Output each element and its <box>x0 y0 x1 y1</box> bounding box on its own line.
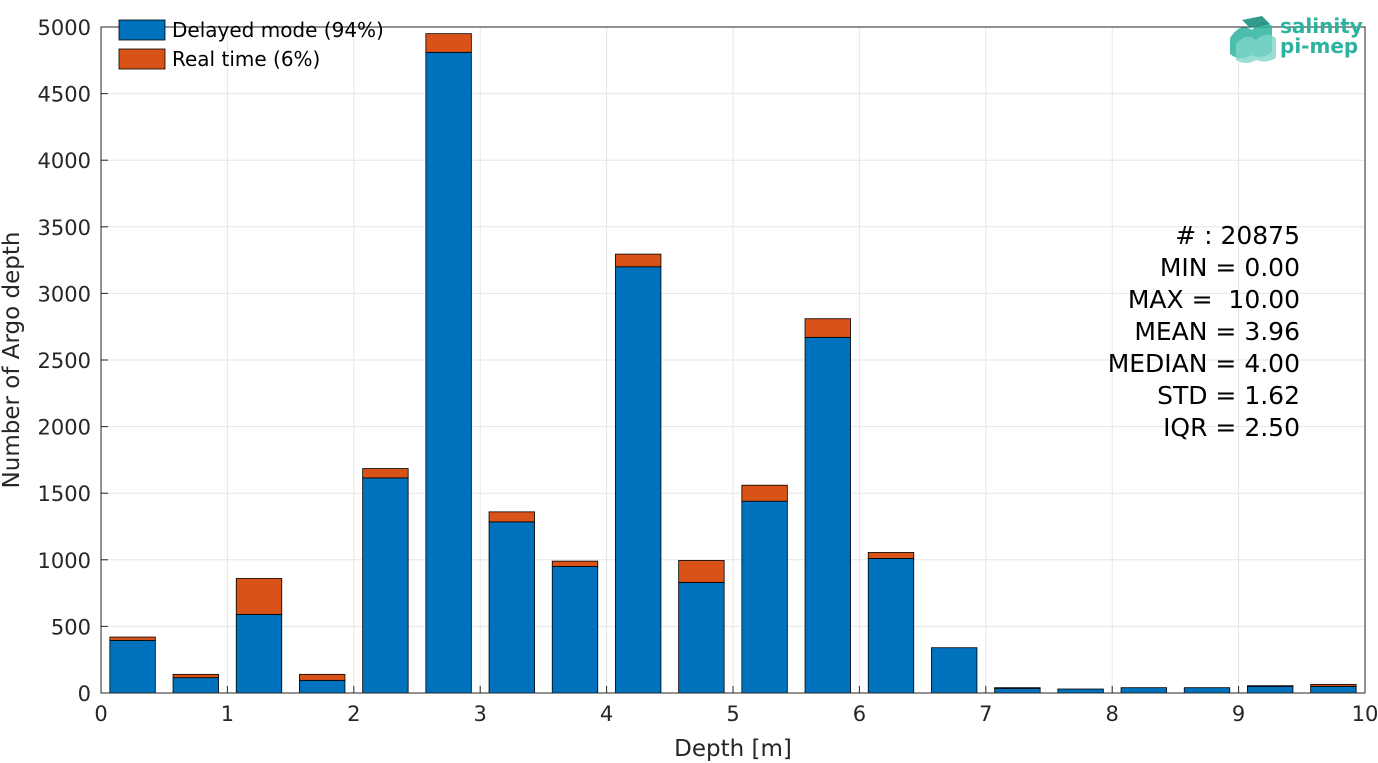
bar-delayed-mode <box>299 679 346 694</box>
bar-real-time <box>299 673 346 681</box>
bar-real-time <box>1247 685 1294 687</box>
logo-text-salinity: salinity <box>1280 14 1363 38</box>
legend-swatch-delayed <box>118 19 166 41</box>
x-tick-label: 2 <box>347 702 360 726</box>
bar-delayed-mode <box>551 566 599 694</box>
bar-delayed-mode <box>804 336 851 694</box>
bar-delayed-mode <box>1310 685 1357 694</box>
y-tick-label: 1500 <box>38 482 91 506</box>
bar-delayed-mode <box>931 647 978 694</box>
y-tick-label: 1000 <box>38 549 91 573</box>
bar-real-time <box>741 484 788 502</box>
y-tick-label: 3000 <box>38 282 91 306</box>
bar-real-time <box>804 318 851 338</box>
x-tick-label: 1 <box>221 702 234 726</box>
x-tick-label: 4 <box>600 702 613 726</box>
salinity-pimep-logo: salinity pi-mep <box>1230 14 1363 63</box>
bar-real-time <box>362 468 409 479</box>
bar-real-time <box>867 552 915 559</box>
bar-delayed-mode <box>741 500 788 694</box>
bar-real-time <box>615 253 662 268</box>
y-tick-label: 4500 <box>38 83 91 107</box>
x-axis-label: Depth [m] <box>674 736 792 762</box>
bar-delayed-mode <box>1057 688 1104 694</box>
legend-label-realtime: Real time (6%) <box>172 47 320 71</box>
bar-delayed-mode <box>425 51 472 694</box>
bar-real-time <box>488 511 535 523</box>
logo-text-pimep: pi-mep <box>1280 34 1358 58</box>
bar-real-time <box>235 578 283 615</box>
x-tick-label: 10 <box>1352 702 1378 726</box>
x-tick-label: 0 <box>94 702 107 726</box>
bar-delayed-mode <box>235 614 283 694</box>
legend-swatch-realtime <box>118 48 166 70</box>
legend: Delayed mode (94%) Real time (6%) <box>118 18 384 71</box>
bar-real-time <box>678 560 725 583</box>
stat-line: MAX = 10.00 <box>1128 285 1300 314</box>
bar-delayed-mode <box>615 266 662 694</box>
bar-delayed-mode <box>1247 685 1294 694</box>
bar-delayed-mode <box>172 677 219 694</box>
bar-delayed-mode <box>1120 687 1167 694</box>
y-axis-label: Number of Argo depth <box>0 232 25 489</box>
bar-delayed-mode <box>867 558 915 694</box>
legend-label-delayed: Delayed mode (94%) <box>172 18 384 42</box>
bar-delayed-mode <box>994 687 1041 694</box>
bar-real-time <box>425 33 472 53</box>
stat-line: IQR = 2.50 <box>1163 413 1300 442</box>
bar-real-time <box>994 687 1041 689</box>
bar-real-time <box>1310 683 1357 687</box>
x-tick-label: 3 <box>474 702 487 726</box>
bar-real-time <box>109 636 156 641</box>
stats-box: # : 20875 MIN = 0.00 MAX = 10.00 MEAN = 3.9… <box>1108 221 1300 442</box>
bar-delayed-mode <box>109 639 156 694</box>
x-tick-label: 6 <box>853 702 866 726</box>
bar-delayed-mode <box>678 582 725 694</box>
x-tick-label: 9 <box>1232 702 1245 726</box>
bar-real-time <box>172 673 219 679</box>
bar-delayed-mode <box>362 477 409 694</box>
y-tick-label: 3500 <box>38 216 91 240</box>
bar-delayed-mode <box>488 521 535 694</box>
ticks: 0 1 2 3 4 5 6 7 8 9 10 0 500 1000 1500 2000 2500 3000 3500… <box>38 16 1378 726</box>
bar-delayed-mode <box>1183 687 1231 694</box>
wave-logo-icon <box>1230 16 1276 63</box>
y-tick-label: 0 <box>78 682 91 706</box>
y-tick-label: 5000 <box>38 16 91 40</box>
stat-line: STD = 1.62 <box>1157 381 1300 410</box>
y-tick-label: 4000 <box>38 149 91 173</box>
x-tick-label: 5 <box>726 702 739 726</box>
stat-line: MEAN = 3.96 <box>1134 317 1300 346</box>
x-tick-label: 7 <box>979 702 992 726</box>
bar-real-time <box>551 560 599 567</box>
stat-line: MEDIAN = 4.00 <box>1108 349 1300 378</box>
y-tick-label: 2000 <box>38 416 91 440</box>
bars <box>109 33 1357 694</box>
y-tick-label: 2500 <box>38 349 91 373</box>
stat-line: MIN = 0.00 <box>1160 253 1300 282</box>
x-tick-label: 8 <box>1106 702 1119 726</box>
y-tick-label: 500 <box>51 615 91 639</box>
stat-line: # : 20875 <box>1175 221 1300 250</box>
